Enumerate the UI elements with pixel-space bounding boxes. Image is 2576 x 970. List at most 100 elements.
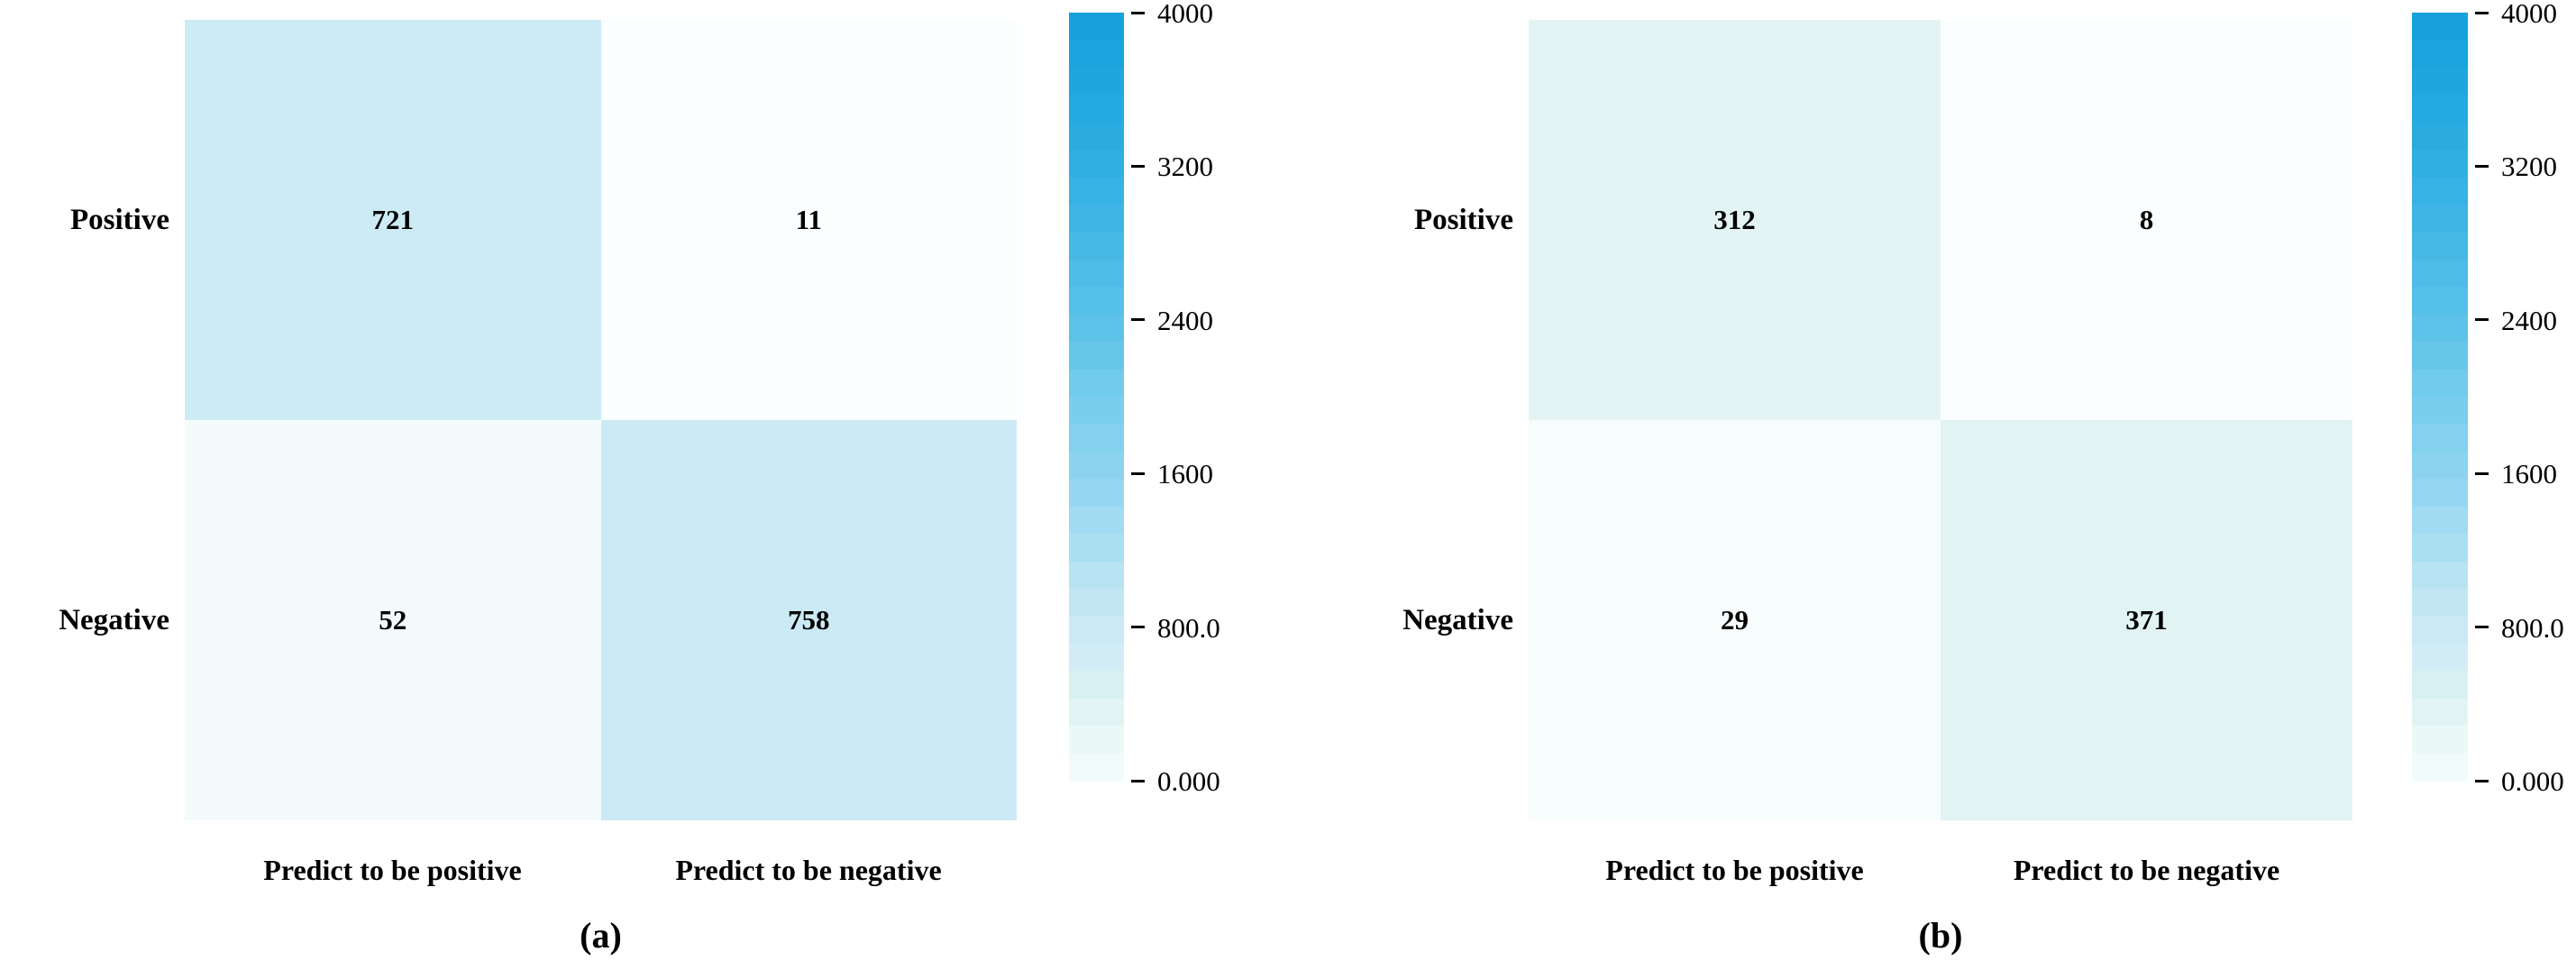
colorbar-segment — [2412, 342, 2468, 371]
colorbar-segment — [1069, 122, 1124, 151]
colorbar-segment — [1069, 40, 1124, 69]
colorbar-segment — [1069, 616, 1124, 645]
colorbar-tick-mark — [2475, 626, 2489, 629]
colorbar-segment — [2412, 753, 2468, 782]
heatmap-cell: 312 — [1529, 20, 1941, 420]
colorbar-tick-label: 800.0 — [1157, 611, 1220, 644]
colorbar-tick-mark — [1131, 11, 1145, 14]
colorbar-segment — [1069, 342, 1124, 371]
heatmap-grid: 721 11 52 758 — [185, 20, 1017, 820]
colorbar-segment — [1069, 753, 1124, 782]
colorbar-tick-mark — [2475, 779, 2489, 782]
colorbar-segment — [1069, 698, 1124, 727]
heatmap-cell: 371 — [1941, 420, 2352, 820]
colorbar-segment — [2412, 451, 2468, 480]
colorbar-segment — [2412, 698, 2468, 727]
colorbar-segment — [1069, 424, 1124, 453]
colorbar-segment — [2412, 314, 2468, 343]
colorbar-tick-mark — [2475, 318, 2489, 322]
colorbar-segment — [1069, 589, 1124, 618]
colorbar-segment — [2412, 424, 2468, 453]
colorbar-segment — [1069, 13, 1124, 41]
colorbar-segment — [2412, 479, 2468, 508]
colorbar-segment — [2412, 95, 2468, 124]
confusion-matrix-panel-a: Positive Negative 721 11 52 758 Predict to … — [59, 0, 1220, 956]
colorbar-tick-mark — [1131, 626, 1145, 629]
colorbar-segment — [2412, 287, 2468, 316]
colorbar-tick-label: 4000 — [1157, 0, 1213, 29]
colorbar-tick-mark — [2475, 164, 2489, 168]
colorbar-segment — [2412, 616, 2468, 645]
colorbar-segment — [2412, 122, 2468, 151]
heatmap-grid: 312 8 29 371 — [1529, 20, 2352, 820]
colorbar-tick-label: 1600 — [2501, 458, 2557, 490]
heatmap-cell: 721 — [185, 20, 601, 420]
colorbar-segment — [2412, 643, 2468, 672]
colorbar-segment — [2412, 232, 2468, 261]
colorbar-tick-mark — [1131, 471, 1145, 475]
colorbar-segment — [2412, 369, 2468, 398]
col-label-predict-negative: Predict to be negative — [675, 854, 942, 886]
colorbar-segment — [2412, 259, 2468, 288]
confusion-matrix-panel-b: Positive Negative 312 8 29 371 Predict to b… — [1288, 0, 2576, 970]
colorbar-tick-label: 800.0 — [2501, 611, 2564, 644]
panel-caption-a: (a) — [580, 915, 622, 956]
col-label-predict-positive: Predict to be positive — [1605, 854, 1864, 886]
row-label-positive: Positive — [70, 204, 169, 236]
row-label-negative: Negative — [59, 604, 169, 636]
heatmap-cell: 52 — [185, 420, 601, 820]
colorbar-segment — [1069, 369, 1124, 398]
colorbar-segment — [1069, 534, 1124, 563]
colorbar-tick-mark — [1131, 779, 1145, 782]
colorbar-segment — [1069, 232, 1124, 261]
colorbar-tick-mark — [2475, 471, 2489, 475]
colorbar-segment — [1069, 67, 1124, 96]
colorbar-segment — [2412, 150, 2468, 178]
colorbar-tick-label: 2400 — [1157, 304, 1213, 336]
heatmap-cell: 29 — [1529, 420, 1941, 820]
colorbar-segment — [1069, 561, 1124, 590]
col-label-predict-positive: Predict to be positive — [263, 854, 522, 886]
colorbar-segment — [2412, 205, 2468, 233]
colorbar-segment — [2412, 506, 2468, 535]
colorbar-segment — [1069, 726, 1124, 755]
colorbar-tick-label: 3200 — [2501, 151, 2557, 183]
colorbar-segment — [1069, 205, 1124, 233]
row-label-positive: Positive — [1414, 204, 1513, 236]
colorbar-tick-label: 0.000 — [2501, 765, 2564, 797]
colorbar-segment — [1069, 671, 1124, 700]
colorbar-segment — [1069, 479, 1124, 508]
heatmap-cell: 11 — [600, 20, 1017, 420]
colorbar-segment — [2412, 177, 2468, 206]
colorbar-segment — [1069, 506, 1124, 535]
colorbar-segment — [1069, 177, 1124, 206]
colorbar-segment — [1069, 287, 1124, 316]
colorbar-segment — [2412, 671, 2468, 700]
colorbar — [2412, 13, 2468, 782]
colorbar-tick-mark — [2475, 11, 2489, 14]
colorbar-segment — [2412, 534, 2468, 563]
colorbar-tick-label: 2400 — [2501, 304, 2557, 336]
colorbar-segment — [2412, 397, 2468, 426]
heatmap-cell: 8 — [1941, 20, 2352, 420]
colorbar-segment — [1069, 643, 1124, 672]
colorbar-segment — [2412, 40, 2468, 69]
colorbar-segment — [2412, 13, 2468, 41]
colorbar-segment — [2412, 67, 2468, 96]
colorbar-segment — [2412, 589, 2468, 618]
colorbar-segment — [1069, 259, 1124, 288]
colorbar-segment — [1069, 314, 1124, 343]
colorbar-tick-label: 0.000 — [1157, 765, 1220, 797]
colorbar-tick-mark — [1131, 318, 1145, 322]
colorbar-tick-label: 3200 — [1157, 151, 1213, 183]
colorbar-segment — [2412, 561, 2468, 590]
panel-caption-b: (b) — [1918, 915, 1963, 956]
colorbar-tick-mark — [1131, 164, 1145, 168]
colorbar-segment — [2412, 726, 2468, 755]
colorbar-segment — [1069, 150, 1124, 178]
colorbar — [1069, 13, 1124, 782]
colorbar-segment — [1069, 397, 1124, 426]
colorbar-segment — [1069, 451, 1124, 480]
row-label-negative: Negative — [1402, 604, 1513, 636]
